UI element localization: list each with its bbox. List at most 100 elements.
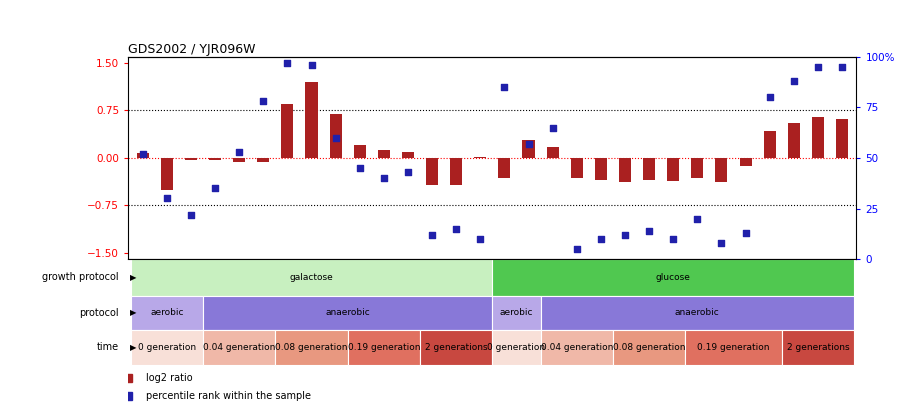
Point [280, 60, 295, 66]
Point [570, 246, 584, 252]
Bar [613, 330, 685, 364]
Point [449, 226, 463, 232]
Text: growth protocol: growth protocol [42, 273, 119, 282]
Bar [131, 330, 203, 364]
Bar [540, 330, 613, 364]
Point [232, 149, 246, 155]
Text: 0.19 generation: 0.19 generation [697, 343, 769, 352]
Bar [547, 147, 559, 158]
Text: galactose: galactose [289, 273, 333, 282]
Text: 0.04 generation: 0.04 generation [203, 343, 276, 352]
Bar [161, 158, 173, 190]
Bar [281, 104, 293, 158]
Text: 0.04 generation: 0.04 generation [540, 343, 613, 352]
Bar [781, 330, 854, 364]
Text: 0.08 generation: 0.08 generation [613, 343, 685, 352]
Bar [209, 158, 221, 160]
Text: GDS2002 / YJR096W: GDS2002 / YJR096W [128, 43, 256, 55]
Bar [131, 296, 203, 330]
Point [328, 134, 343, 141]
Bar [330, 114, 342, 158]
Point [353, 165, 367, 171]
Text: aerobic: aerobic [150, 308, 183, 318]
Bar [305, 82, 318, 158]
Text: 0.08 generation: 0.08 generation [275, 343, 348, 352]
Bar [348, 330, 420, 364]
Point [545, 124, 560, 131]
Point [594, 236, 608, 242]
Text: protocol: protocol [80, 308, 119, 318]
Bar [131, 259, 492, 296]
Point [666, 236, 681, 242]
Bar [594, 158, 607, 180]
Bar [788, 123, 800, 158]
Bar [354, 145, 365, 158]
Point [425, 232, 440, 238]
Point [136, 151, 150, 157]
Bar [739, 158, 751, 166]
Text: ▶: ▶ [130, 343, 136, 352]
Bar [136, 153, 148, 158]
Bar [493, 259, 854, 296]
Bar [715, 158, 727, 182]
Bar [493, 296, 540, 330]
Bar [276, 330, 348, 364]
Point [304, 62, 319, 68]
Point [400, 169, 415, 175]
Bar [812, 117, 823, 158]
Bar [185, 158, 197, 160]
Bar [450, 158, 463, 185]
Bar [685, 330, 781, 364]
Text: log2 ratio: log2 ratio [147, 373, 193, 383]
Bar [257, 158, 269, 162]
Bar [474, 157, 486, 158]
Bar [667, 158, 680, 181]
Point [690, 215, 704, 222]
Bar [836, 119, 848, 158]
Bar [426, 158, 438, 185]
Text: time: time [97, 342, 119, 352]
Text: glucose: glucose [656, 273, 691, 282]
Bar [692, 158, 703, 178]
Text: 2 generations: 2 generations [425, 343, 487, 352]
Point [787, 78, 802, 84]
Bar [203, 330, 276, 364]
Point [159, 195, 174, 202]
Point [208, 185, 223, 192]
Bar [764, 131, 776, 158]
Bar [522, 140, 535, 158]
Text: 0.19 generation: 0.19 generation [347, 343, 420, 352]
Point [762, 94, 777, 100]
Point [811, 64, 825, 70]
Text: 2 generations: 2 generations [787, 343, 849, 352]
Point [834, 64, 849, 70]
Point [521, 141, 536, 147]
Text: aerobic: aerobic [500, 308, 533, 318]
Text: 0 generation: 0 generation [487, 343, 546, 352]
Bar [493, 330, 540, 364]
Text: percentile rank within the sample: percentile rank within the sample [147, 391, 311, 401]
Point [714, 240, 729, 246]
Point [617, 232, 632, 238]
Text: ▶: ▶ [130, 273, 136, 282]
Bar [420, 330, 493, 364]
Bar [234, 158, 245, 162]
Point [497, 84, 512, 90]
Bar [619, 158, 631, 182]
Bar [377, 150, 390, 158]
Point [738, 230, 753, 236]
Bar [643, 158, 655, 180]
Point [473, 236, 487, 242]
Point [642, 228, 657, 234]
Bar [571, 158, 583, 178]
Bar [402, 151, 414, 158]
Bar [203, 296, 493, 330]
Text: anaerobic: anaerobic [675, 308, 720, 318]
Text: ▶: ▶ [130, 308, 136, 318]
Point [256, 98, 270, 104]
Text: 0 generation: 0 generation [137, 343, 196, 352]
Bar [540, 296, 854, 330]
Point [376, 175, 391, 181]
Bar [498, 158, 510, 178]
Point [183, 211, 198, 218]
